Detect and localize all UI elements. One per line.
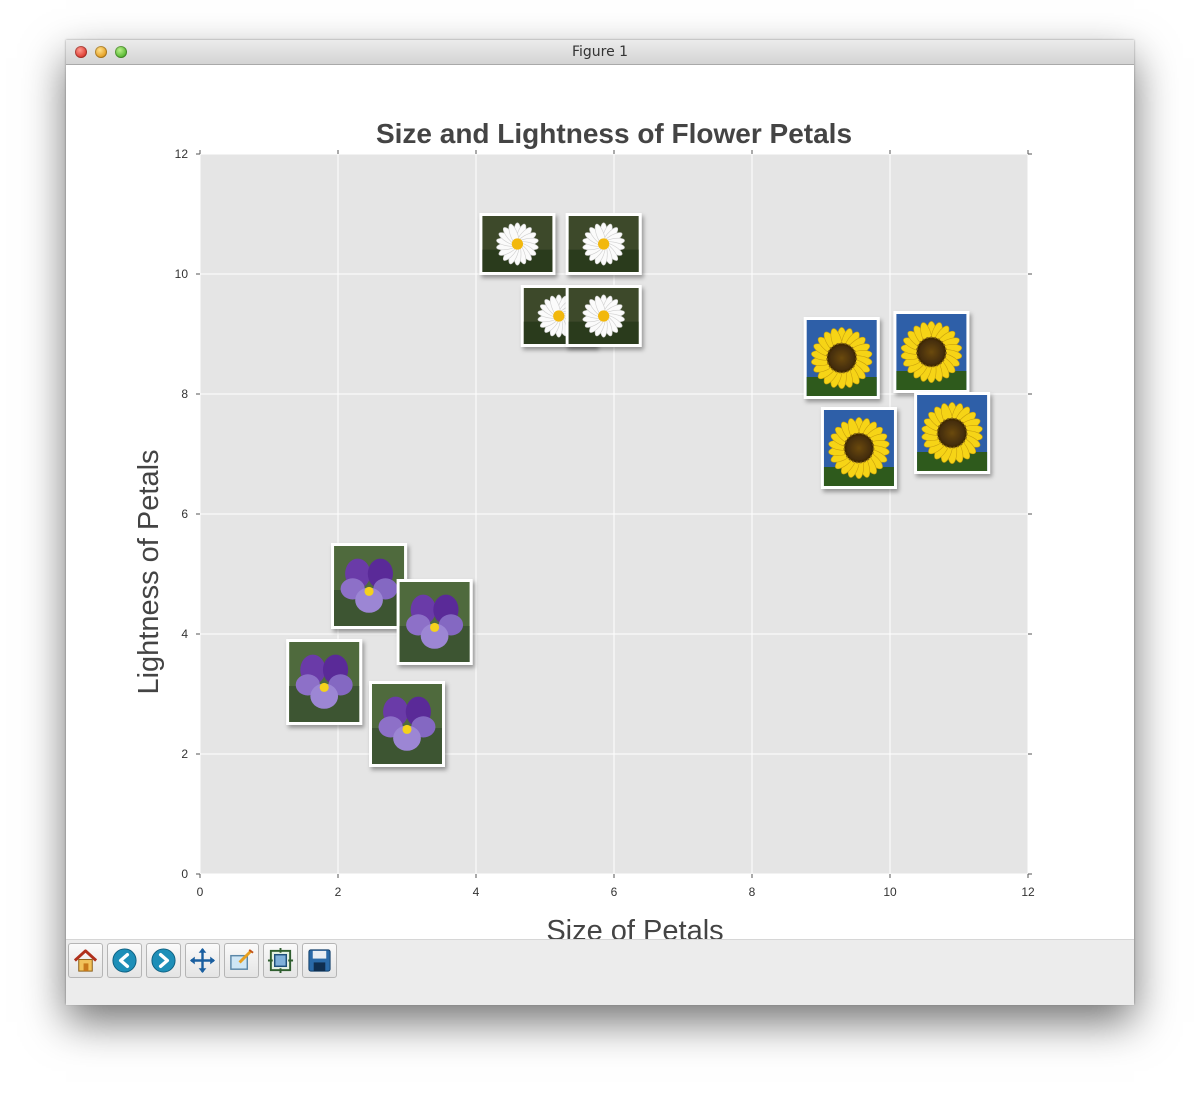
x-tick-label: 4 [473,885,480,899]
close-window-button[interactable] [75,46,87,58]
forward-button[interactable] [146,943,181,978]
y-tick-label: 8 [181,387,188,401]
flower-point-violet [286,639,363,725]
home-icon [73,949,98,972]
chart-title: Size and Lightness of Flower Petals [376,118,852,149]
pan-move-icon [189,947,216,974]
pan-button[interactable] [185,943,220,978]
y-tick-label: 0 [181,867,188,881]
x-axis-label: Size of Petals [546,915,723,939]
flower-point-daisy [479,213,556,275]
y-axis-label: Lightness of Petals [133,449,165,694]
x-tick-label: 2 [335,885,342,899]
x-tick-label: 10 [883,885,897,899]
y-tick-label: 6 [181,507,188,521]
zoom-window-button[interactable] [115,46,127,58]
y-tick-label: 2 [181,747,188,761]
flower-point-violet [331,543,408,629]
y-tick-label: 10 [175,267,189,281]
flower-point-daisy [565,213,642,275]
navigation-toolbar [66,939,1134,1005]
flower-point-sunflower [914,392,991,474]
flower-point-sunflower [803,317,880,399]
flower-point-violet [369,681,445,767]
minimize-window-button[interactable] [95,46,107,58]
save-button[interactable] [302,943,337,978]
figure-canvas: 0 2 4 6 8 10 12 0 2 4 6 8 10 12 Size and Lightness of… [66,65,1134,947]
window-title: Figure 1 [571,44,629,60]
x-tick-label: 0 [197,885,204,899]
scatter-chart: 0 2 4 6 8 10 12 0 2 4 6 8 10 12 Size and Lightness of… [133,118,1035,947]
x-tick-label: 6 [611,885,618,899]
flower-point-sunflower [820,407,897,489]
home-button[interactable] [68,943,103,978]
zoom-rect-icon [230,949,254,970]
save-floppy-icon [308,949,331,972]
x-tick-label: 8 [749,885,756,899]
configure-subplots-icon [267,947,294,974]
flower-point-sunflower [893,311,970,393]
y-tick-label: 12 [175,147,189,161]
flower-point-violet [396,579,473,665]
y-tick-label: 4 [181,627,188,641]
flower-point-daisy [565,285,642,347]
back-button[interactable] [107,943,142,978]
x-tick-label: 12 [1021,885,1035,899]
back-arrow-icon [112,948,137,973]
title-bar: Figure 1 [66,40,1134,65]
subplots-button[interactable] [263,943,298,978]
forward-arrow-icon [151,948,176,973]
figure-window: Figure 1 0 2 4 6 8 10 12 0 2 4 6 8 10 12 Size and Lig… [66,40,1134,1005]
zoom-button[interactable] [224,943,259,978]
